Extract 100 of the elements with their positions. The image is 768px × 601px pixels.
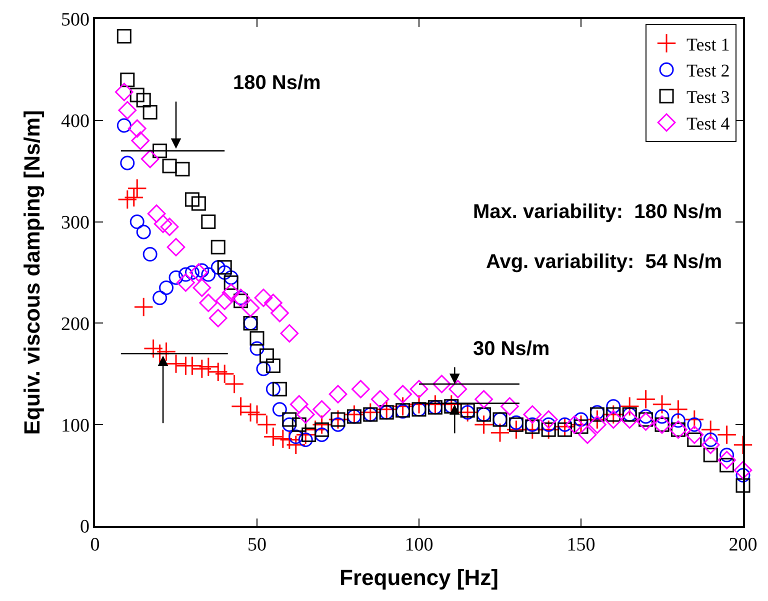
point bbox=[314, 422, 330, 437]
point bbox=[191, 196, 206, 211]
point bbox=[175, 162, 190, 176]
point bbox=[687, 417, 702, 432]
point bbox=[143, 338, 164, 358]
point bbox=[127, 178, 147, 198]
point bbox=[192, 358, 212, 379]
y-tick-label: 0 bbox=[80, 516, 90, 538]
point bbox=[118, 101, 137, 120]
point bbox=[670, 413, 686, 428]
point bbox=[685, 426, 704, 444]
legend-label: Test 3 bbox=[686, 87, 730, 108]
point bbox=[298, 432, 313, 448]
point bbox=[432, 374, 451, 394]
point bbox=[636, 389, 656, 410]
point bbox=[250, 331, 264, 346]
point bbox=[654, 409, 670, 424]
point bbox=[147, 204, 166, 223]
point bbox=[168, 270, 184, 285]
point bbox=[136, 92, 151, 108]
point bbox=[208, 362, 228, 382]
point bbox=[394, 384, 412, 404]
point bbox=[733, 435, 753, 455]
point bbox=[330, 417, 346, 432]
point bbox=[700, 420, 720, 440]
point bbox=[328, 384, 348, 404]
point bbox=[120, 156, 135, 170]
point bbox=[176, 273, 195, 292]
point bbox=[558, 417, 572, 432]
x-tick-label: 50 bbox=[248, 534, 266, 556]
y-tick-label: 400 bbox=[60, 111, 90, 132]
point bbox=[302, 427, 316, 442]
point bbox=[312, 414, 332, 434]
point bbox=[606, 399, 621, 414]
point bbox=[217, 265, 232, 280]
point bbox=[565, 415, 584, 434]
point bbox=[523, 405, 542, 424]
point bbox=[136, 224, 151, 240]
point bbox=[142, 247, 158, 262]
point bbox=[152, 144, 168, 158]
point bbox=[178, 267, 193, 282]
point bbox=[250, 341, 264, 356]
point bbox=[224, 275, 238, 290]
point bbox=[124, 188, 144, 208]
point bbox=[134, 297, 154, 317]
point bbox=[734, 461, 752, 480]
legend-label: Test 1 bbox=[686, 34, 730, 54]
point bbox=[254, 288, 273, 308]
point bbox=[263, 426, 284, 447]
point bbox=[210, 240, 226, 254]
point bbox=[558, 422, 572, 437]
point bbox=[116, 28, 132, 44]
point bbox=[620, 396, 640, 416]
point bbox=[736, 478, 750, 493]
point bbox=[201, 267, 216, 282]
point bbox=[184, 192, 200, 207]
point bbox=[130, 88, 144, 102]
x-axis-title: Frequency [Hz] bbox=[340, 564, 498, 590]
point bbox=[222, 284, 240, 302]
point bbox=[290, 395, 308, 414]
point bbox=[198, 356, 218, 377]
point bbox=[280, 324, 299, 343]
point bbox=[684, 410, 704, 430]
point bbox=[410, 380, 428, 398]
point bbox=[392, 396, 413, 416]
point bbox=[716, 424, 737, 445]
annotation: 30 Ns/m bbox=[473, 338, 550, 360]
point bbox=[539, 410, 558, 429]
point bbox=[264, 294, 282, 312]
point bbox=[604, 410, 623, 429]
point bbox=[114, 82, 134, 102]
point bbox=[636, 412, 655, 431]
point bbox=[668, 400, 688, 420]
point bbox=[162, 158, 177, 174]
point bbox=[554, 416, 575, 436]
point bbox=[344, 404, 364, 424]
annotation: Avg. variability: 54 Ns/m bbox=[486, 251, 722, 273]
y-tick-label: 500 bbox=[60, 10, 90, 31]
point bbox=[272, 382, 287, 396]
point bbox=[130, 214, 144, 230]
point bbox=[241, 298, 260, 318]
legend-label: Test 2 bbox=[686, 60, 730, 81]
point bbox=[166, 238, 186, 256]
point bbox=[131, 131, 150, 150]
x-tick-label: 200 bbox=[728, 534, 758, 556]
point bbox=[360, 402, 380, 422]
point bbox=[288, 430, 304, 444]
legend-label: Test 4 bbox=[686, 113, 730, 134]
point bbox=[620, 410, 639, 429]
point bbox=[215, 292, 234, 310]
point bbox=[448, 380, 468, 398]
y-tick-label: 200 bbox=[60, 314, 90, 335]
point bbox=[208, 308, 228, 328]
point bbox=[270, 304, 289, 322]
annotation: 180 Ns/m bbox=[233, 72, 321, 94]
point bbox=[192, 278, 212, 297]
point bbox=[718, 450, 736, 470]
point bbox=[376, 400, 396, 420]
point bbox=[474, 390, 493, 408]
point bbox=[120, 72, 135, 88]
